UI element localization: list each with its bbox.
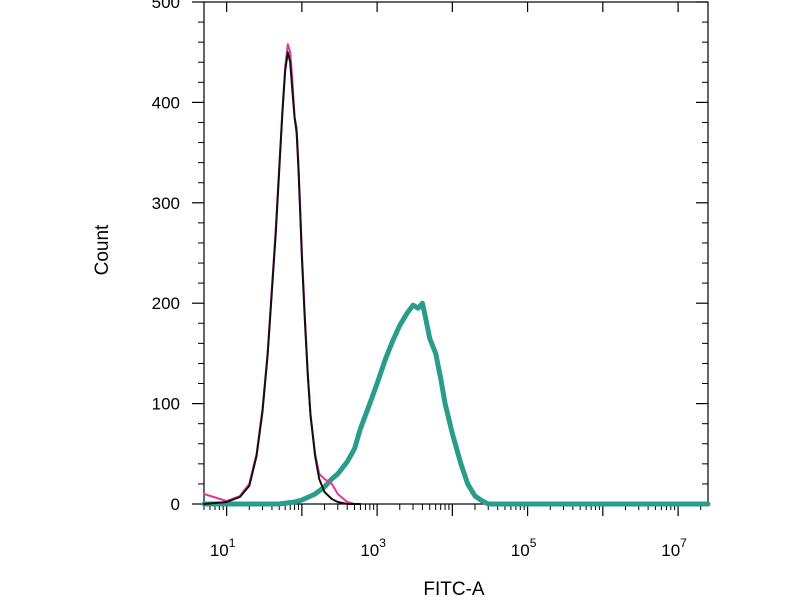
y-tick-label: 300 [152,194,180,213]
y-tick-label: 0 [171,495,180,514]
plot-frame [203,1,709,505]
histogram-series-2 [201,300,711,507]
x-tick-label: 105 [511,536,537,560]
y-tick-label: 400 [152,93,180,112]
x-tick-label: 103 [360,536,386,560]
y-axis-ticks: 0 100 200 300 400 500 [152,0,708,514]
y-tick-label: 200 [152,294,180,313]
x-axis-ticks: 101 103 105 107 [203,2,702,560]
plot-area [203,1,709,505]
histogram-series-1 [203,51,362,505]
x-tick-label: 101 [210,536,236,560]
y-tick-label: 500 [152,0,180,12]
series-layer [201,43,711,507]
x-tick-label: 107 [661,536,687,560]
y-axis-title: Count [92,224,113,275]
x-axis-title: FITC-A [423,579,485,600]
y-tick-label: 100 [152,395,180,414]
